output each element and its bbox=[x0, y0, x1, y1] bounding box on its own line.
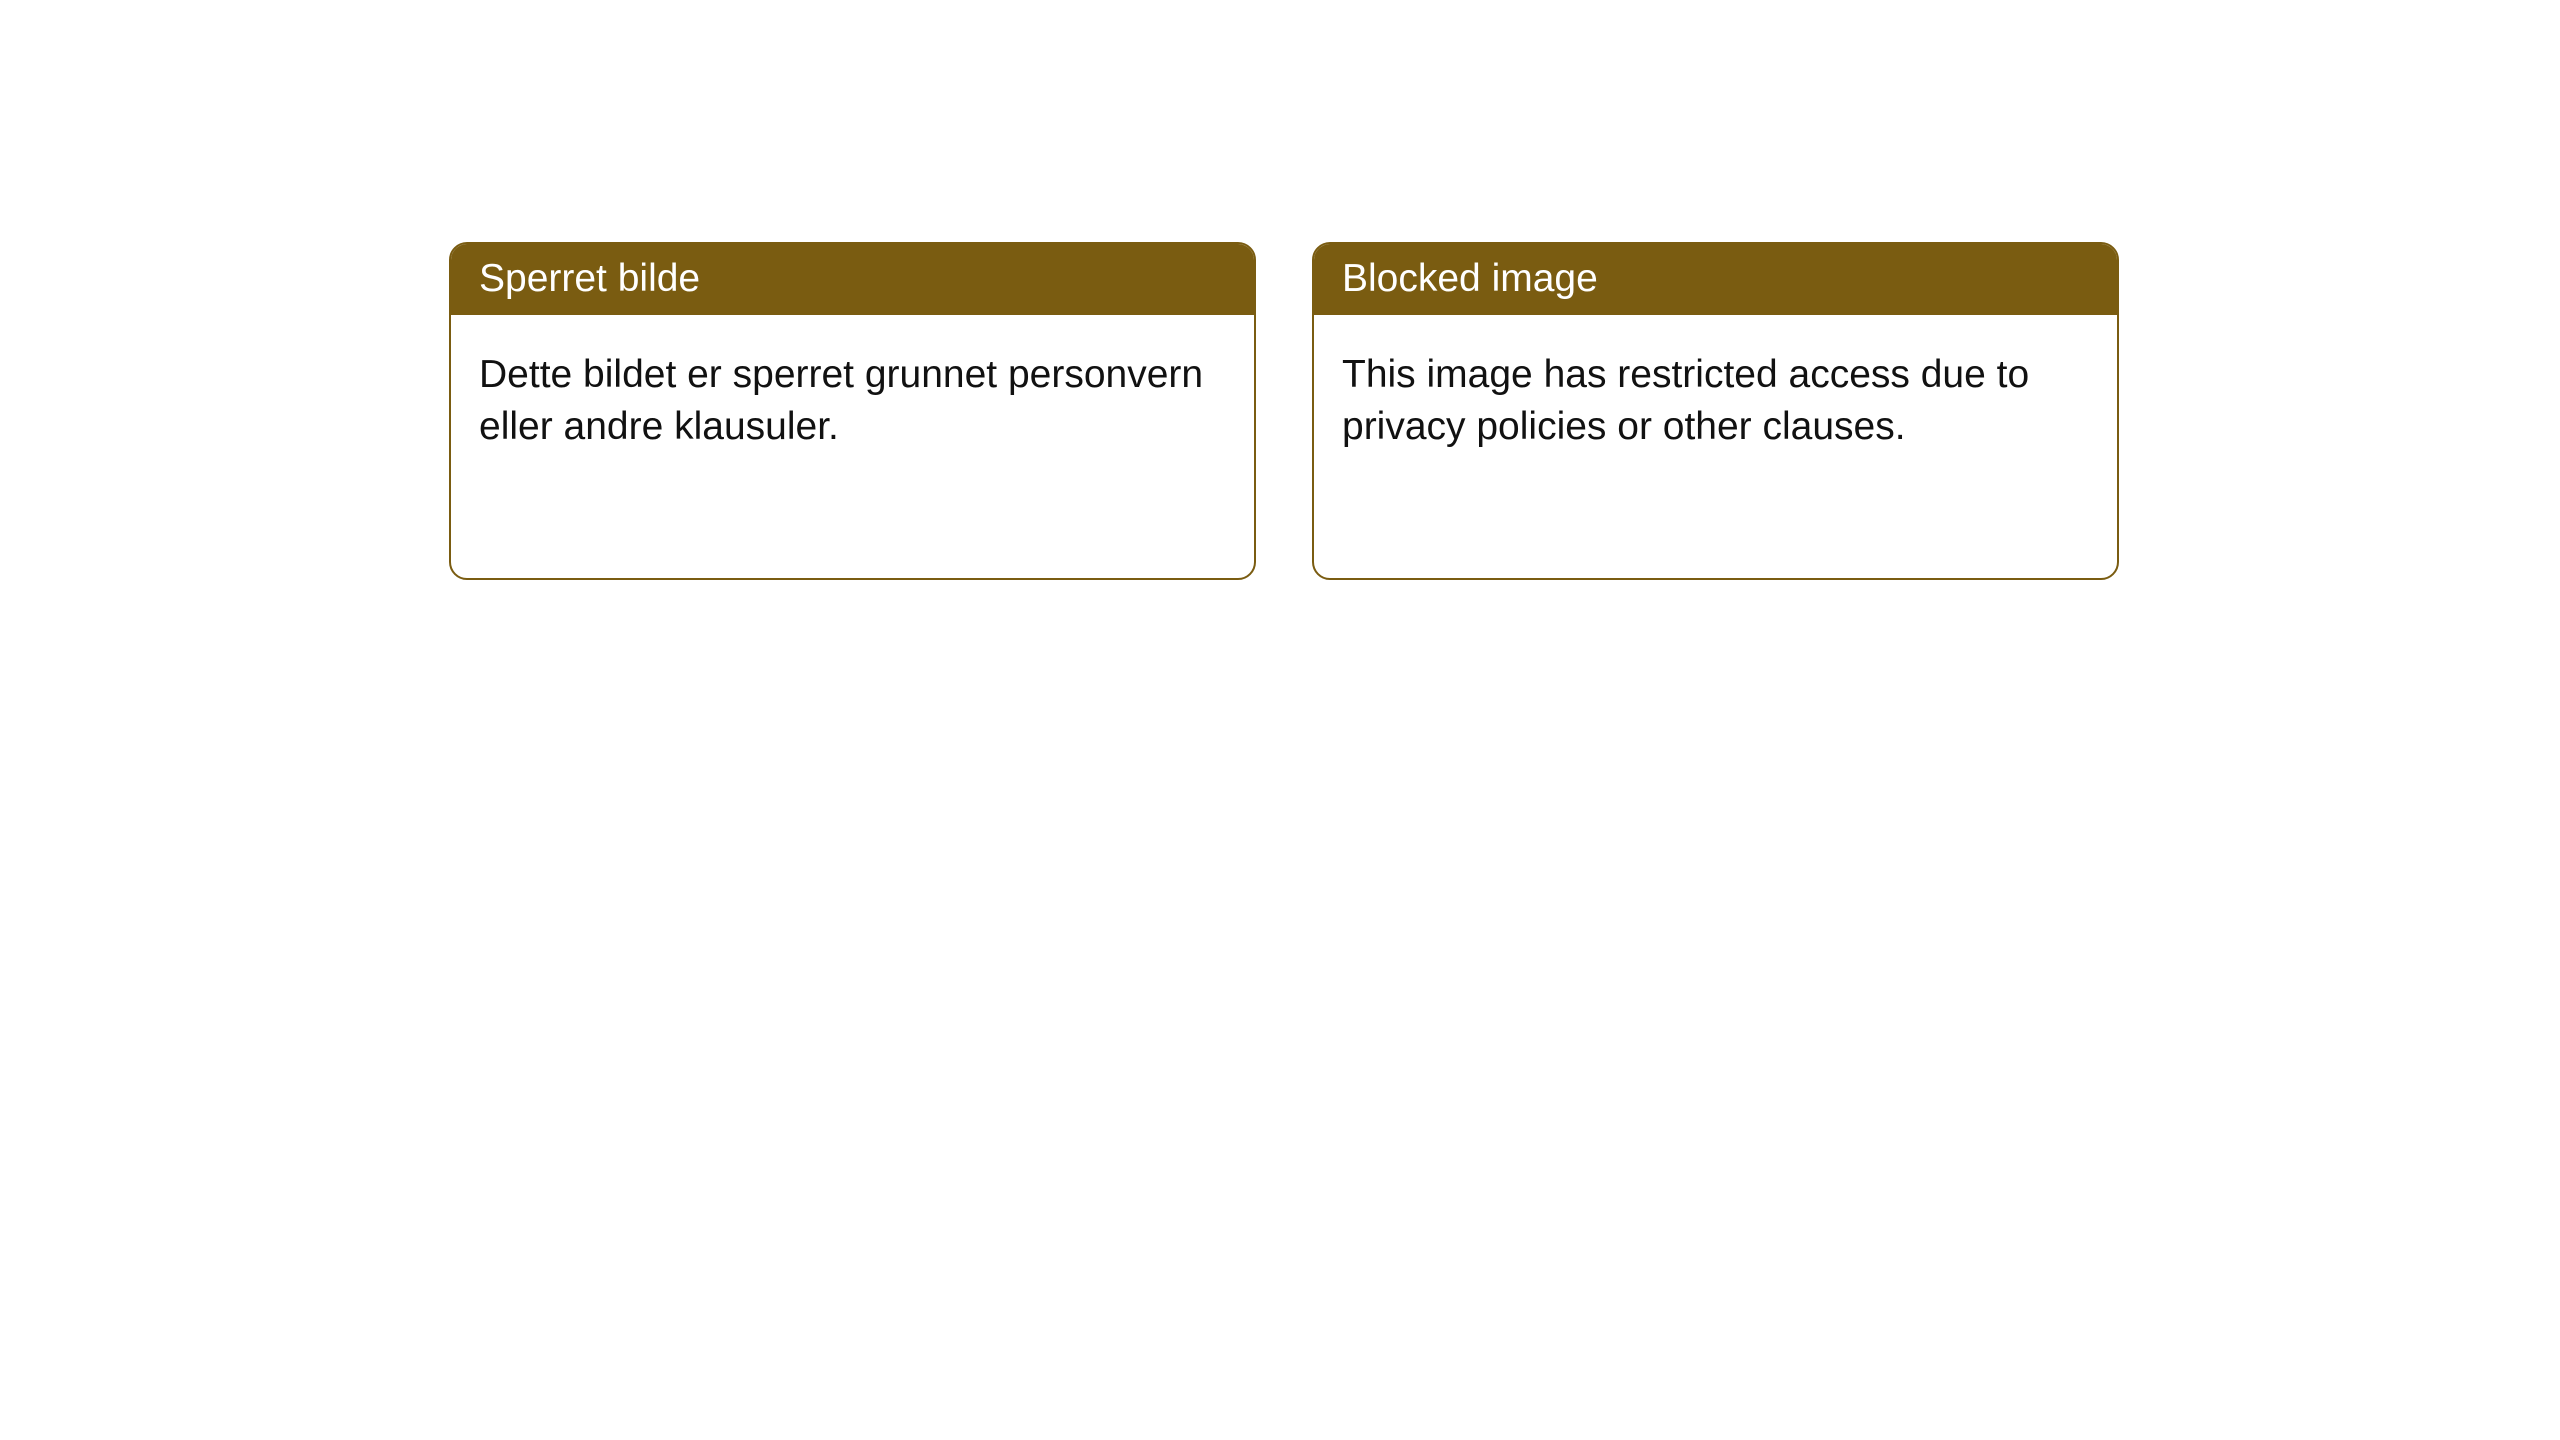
notice-body-en: This image has restricted access due to … bbox=[1314, 315, 2117, 578]
notice-card-en: Blocked image This image has restricted … bbox=[1312, 242, 2119, 580]
notice-card-no: Sperret bilde Dette bildet er sperret gr… bbox=[449, 242, 1256, 580]
notice-body-no: Dette bildet er sperret grunnet personve… bbox=[451, 315, 1254, 578]
notice-header-no: Sperret bilde bbox=[451, 244, 1254, 315]
notice-header-en: Blocked image bbox=[1314, 244, 2117, 315]
notice-container: Sperret bilde Dette bildet er sperret gr… bbox=[449, 242, 2119, 580]
